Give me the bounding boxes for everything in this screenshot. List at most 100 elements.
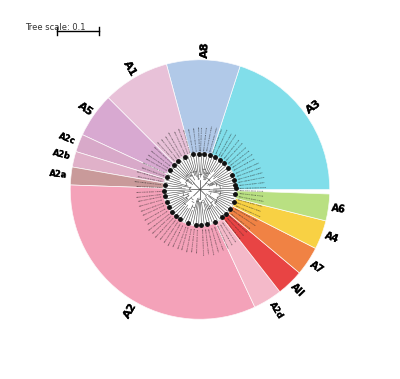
Text: A2: A2 (122, 301, 138, 320)
Wedge shape (232, 198, 326, 248)
Wedge shape (70, 185, 255, 319)
Text: IBDV-SD19-9901 China: IBDV-SD19-9901 China (204, 228, 208, 254)
Wedge shape (70, 167, 164, 188)
Text: A2a: A2a (49, 169, 68, 180)
Text: IBDV-SD19-9903 China: IBDV-SD19-9903 China (160, 220, 176, 240)
Text: A2d: A2d (267, 300, 284, 321)
Text: A8: A8 (200, 41, 210, 58)
Circle shape (164, 153, 236, 226)
Text: IBDV-FJ20-9405 China: IBDV-FJ20-9405 China (182, 227, 190, 251)
Text: IBDV-HB19-15102 China: IBDV-HB19-15102 China (148, 213, 170, 231)
Text: A2b: A2b (52, 149, 72, 161)
Text: A2c: A2c (57, 131, 76, 146)
Text: IBDV-FJ20-9408 China: IBDV-FJ20-9408 China (234, 158, 256, 171)
Text: IBDV-HB19-15201 China: IBDV-HB19-15201 China (134, 181, 162, 185)
Text: IBDV-FJ20-9404 China: IBDV-FJ20-9404 China (228, 146, 247, 164)
Text: IBDV-FJ20-9404 China: IBDV-FJ20-9404 China (226, 218, 243, 236)
Text: IBDV-SD19-9901 China: IBDV-SD19-9901 China (137, 177, 162, 182)
Wedge shape (72, 152, 165, 183)
Text: A2: A2 (122, 301, 138, 320)
Text: IBDV-FJ20-9402 China: IBDV-FJ20-9402 China (226, 143, 243, 161)
Text: IBDV-SD19-9901 China: IBDV-SD19-9901 China (239, 182, 264, 186)
Text: All: All (289, 282, 306, 299)
Text: IBDV-FJ20-9401 China: IBDV-FJ20-9401 China (140, 167, 164, 177)
Text: A4: A4 (323, 230, 340, 244)
Text: IBDV-FJ20-9402 China: IBDV-FJ20-9402 China (145, 208, 166, 221)
Text: A1: A1 (122, 59, 138, 78)
Text: IBDV-FJ20-9402 China: IBDV-FJ20-9402 China (187, 127, 193, 151)
Text: IBDV-SD19-9901 China: IBDV-SD19-9901 China (213, 226, 223, 250)
Circle shape (70, 60, 330, 319)
Text: Tree scale: 0.1: Tree scale: 0.1 (25, 23, 85, 33)
Text: IBDV-SD19-9901 China: IBDV-SD19-9901 China (210, 127, 218, 152)
Text: IBDV-FJ20-9408 China: IBDV-FJ20-9408 China (153, 146, 172, 163)
Text: IBDV-FJ20-9407 China: IBDV-FJ20-9407 China (232, 154, 253, 168)
Wedge shape (228, 206, 316, 273)
Text: IBDV-FJ20-9405 China: IBDV-FJ20-9405 China (230, 150, 250, 166)
Text: A4: A4 (323, 230, 340, 244)
Text: A5: A5 (76, 100, 95, 118)
Text: IBDV-SD19-9901 China: IBDV-SD19-9901 China (160, 139, 176, 159)
Text: IBDV-FJ20-9408 China: IBDV-FJ20-9408 China (138, 197, 162, 202)
Wedge shape (222, 213, 299, 292)
Text: All: All (289, 282, 306, 299)
Text: IBDV-HB19-15102 China: IBDV-HB19-15102 China (177, 127, 187, 153)
Text: IBDV-HB19-15201 China: IBDV-HB19-15201 China (155, 218, 174, 238)
Text: IBDV-FJ20-9407 China: IBDV-FJ20-9407 China (201, 126, 203, 150)
Text: A8: A8 (200, 41, 210, 58)
Text: IBDV-FJ20-9401 China: IBDV-FJ20-9401 China (147, 211, 168, 225)
Text: IBDV-FJ20-9405 China: IBDV-FJ20-9405 China (147, 154, 168, 168)
Text: A2d: A2d (267, 300, 284, 321)
Text: IBDV-FJ20-9408 China: IBDV-FJ20-9408 China (173, 225, 184, 247)
Text: A2c: A2c (57, 131, 76, 146)
Text: IBDV-HB19-15102 China: IBDV-HB19-15102 China (136, 171, 163, 179)
Text: IBDV-SD19-9901 China: IBDV-SD19-9901 China (219, 133, 232, 156)
Text: IBDV-FJ20-9404 China: IBDV-FJ20-9404 China (187, 228, 193, 252)
Wedge shape (76, 135, 167, 179)
Text: A2b: A2b (52, 149, 72, 161)
Wedge shape (235, 191, 330, 221)
Wedge shape (108, 64, 190, 164)
Text: IBDV-HB19-15102 China: IBDV-HB19-15102 China (221, 135, 237, 158)
Text: IBDV-FJ20-9401 China: IBDV-FJ20-9401 China (224, 140, 240, 159)
Text: IBDV-SD19-9903 China: IBDV-SD19-9903 China (210, 227, 218, 252)
Text: A1: A1 (122, 59, 138, 78)
Text: IBDV-FJ20-9407 China: IBDV-FJ20-9407 China (239, 190, 263, 192)
Text: IBDV-HB19-15201 China: IBDV-HB19-15201 China (238, 176, 265, 183)
Text: IBDV-HB19-15102 China: IBDV-HB19-15102 China (201, 229, 203, 255)
Text: IBDV-FJ20-9407 China: IBDV-FJ20-9407 China (221, 221, 236, 242)
Text: IBDV-SD19-9901 China: IBDV-SD19-9901 China (164, 222, 179, 243)
Wedge shape (166, 60, 240, 155)
Text: IBDV-FJ20-9404 China: IBDV-FJ20-9404 China (142, 205, 165, 216)
Text: IBDV-SD19-9903 China: IBDV-SD19-9903 China (213, 129, 223, 153)
Wedge shape (222, 213, 299, 292)
Text: IBDV-FJ20-9405 China: IBDV-FJ20-9405 China (197, 126, 199, 150)
Wedge shape (228, 206, 316, 273)
Wedge shape (166, 60, 240, 155)
Text: IBDV-SD19-9903 China: IBDV-SD19-9903 China (136, 186, 161, 188)
Text: IBDV-FJ20-9408 China: IBDV-FJ20-9408 China (219, 223, 232, 245)
Text: IBDV-FJ20-9404 China: IBDV-FJ20-9404 China (145, 158, 166, 171)
Wedge shape (232, 198, 326, 248)
Text: IBDV-FJ20-9402 China: IBDV-FJ20-9402 China (228, 215, 247, 233)
Text: IBDV-FJ20-9402 China: IBDV-FJ20-9402 China (142, 163, 165, 174)
Wedge shape (72, 152, 165, 183)
Wedge shape (76, 135, 167, 179)
Text: A6: A6 (331, 203, 346, 215)
Text: IBDV-HB19-15201 China: IBDV-HB19-15201 China (216, 130, 228, 154)
Text: A3: A3 (304, 98, 323, 116)
Wedge shape (235, 191, 330, 221)
Wedge shape (108, 64, 190, 164)
Text: IBDV-SD19-9901 China: IBDV-SD19-9901 China (173, 131, 184, 154)
Text: IBDV-SD19-9904 China: IBDV-SD19-9904 China (238, 196, 263, 202)
Text: IBDV-FJ20-9402 China: IBDV-FJ20-9402 China (192, 228, 196, 252)
Text: IBDV-HB19-15102 China: IBDV-HB19-15102 China (239, 187, 266, 189)
Text: IBDV-HB19-15201 China: IBDV-HB19-15201 China (207, 227, 214, 254)
Wedge shape (215, 218, 280, 307)
Wedge shape (215, 218, 280, 307)
Text: IBDV-FJ20-9401 China: IBDV-FJ20-9401 China (182, 128, 190, 152)
Text: IBDV-SD19-9903 China: IBDV-SD19-9903 China (236, 202, 261, 212)
Text: IBDV-SD19-9901 China: IBDV-SD19-9901 China (136, 191, 161, 193)
Text: IBDV-SD19-9904 China: IBDV-SD19-9904 China (156, 142, 174, 161)
Text: IBDV-SD19-9903 China: IBDV-SD19-9903 China (237, 172, 262, 180)
